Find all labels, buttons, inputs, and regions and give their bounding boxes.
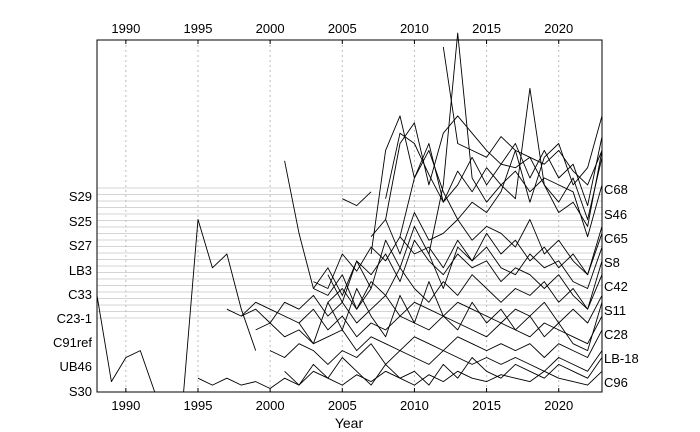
series-line-10 [399, 115, 603, 237]
x-tick-label-bottom: 2010 [400, 398, 429, 413]
series-line-15 [241, 294, 603, 324]
ticks: 1990 1990 1995 1995 2000 2000 2005 2005 2010 2010… [111, 21, 573, 413]
series-line-19 [197, 370, 603, 389]
series-line-20 [284, 357, 603, 386]
x-tick-label-top: 2005 [328, 21, 357, 36]
series-line-3 [284, 160, 372, 310]
series-line-17 [255, 322, 603, 358]
x-axis-label: Year [335, 415, 364, 431]
x-tick-label-bottom: 2020 [544, 398, 573, 413]
series-group [96, 32, 603, 393]
series-line-18 [269, 343, 603, 372]
series-line-14 [327, 267, 603, 310]
left-series-label: C23-1 [57, 311, 92, 326]
right-series-label: C96 [604, 375, 628, 390]
left-series-label: UB46 [59, 359, 92, 374]
right-series-label: S8 [604, 255, 620, 270]
right-series-label: S11 [604, 303, 626, 318]
x-tick-label-bottom: 2000 [256, 398, 285, 413]
series-line-1 [96, 295, 156, 393]
right-series-label: C65 [604, 231, 628, 246]
right-series-label: C28 [604, 327, 628, 342]
x-tick-label-top: 2015 [472, 21, 501, 36]
right-series-label: C68 [604, 182, 628, 197]
series-line-21 [298, 281, 603, 352]
series-line-6 [370, 115, 603, 255]
left-series-label: S25 [69, 214, 92, 229]
series-line-13 [313, 239, 603, 310]
right-series-label: S46 [604, 207, 627, 222]
side-labels: S29 S25 S27 LB3 C33 C23-1 C91ref UB46 S30 C68 S46 C… [53, 182, 639, 399]
series-line-9 [385, 115, 603, 220]
grid [97, 40, 602, 392]
left-series-label: C33 [68, 287, 92, 302]
x-tick-label-top: 1995 [184, 21, 213, 36]
series-line-22 [327, 225, 603, 303]
right-series-label: C42 [604, 279, 628, 294]
x-tick-label-top: 1990 [111, 21, 140, 36]
left-series-label: S30 [69, 384, 92, 399]
x-tick-label-bottom: 1995 [184, 398, 213, 413]
left-series-label: S27 [69, 238, 92, 253]
series-line-12 [313, 236, 603, 289]
series-line-11 [370, 212, 603, 276]
left-series-label: LB3 [69, 263, 92, 278]
x-tick-label-bottom: 2015 [472, 398, 501, 413]
plot-frame [96, 39, 603, 393]
series-line-2 [183, 219, 257, 393]
right-series-label: LB-18 [604, 351, 639, 366]
series-line-8 [428, 32, 603, 255]
series-line-4 [342, 191, 372, 207]
x-tick-label-top: 2020 [544, 21, 573, 36]
x-tick-label-top: 2010 [400, 21, 429, 36]
series-line-5 [385, 132, 603, 238]
left-series-label: S29 [69, 189, 92, 204]
series-line-7 [442, 46, 603, 186]
x-tick-label-top: 2000 [256, 21, 285, 36]
x-tick-label-bottom: 1990 [111, 398, 140, 413]
left-series-label: C91ref [53, 335, 92, 350]
x-tick-label-bottom: 2005 [328, 398, 357, 413]
